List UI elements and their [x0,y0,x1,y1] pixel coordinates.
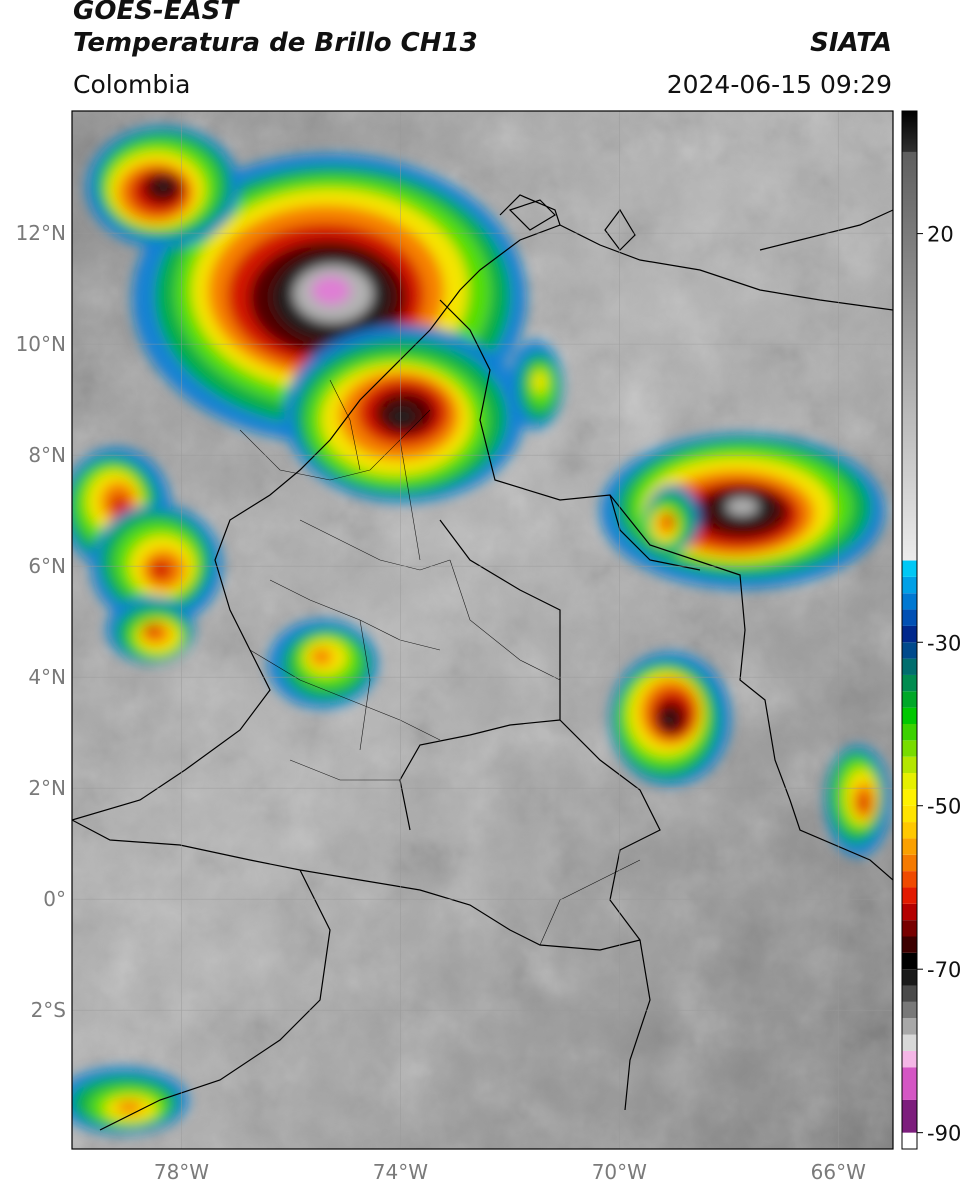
colorbar-frame [901,110,918,1150]
colorbar-segment [902,903,917,921]
colorbar-segment [902,838,917,855]
colorbar-segment [902,1067,917,1100]
colorbar [902,111,917,1149]
lon-tick-label: 70°W [592,1160,647,1184]
lat-tick-label: 6°N [28,554,66,578]
colorbar-segment [902,1099,917,1133]
satellite-image [72,111,893,1149]
lat-tick-label: 12°N [16,221,66,245]
storm-cell [825,745,891,857]
colorbar-segment [902,756,917,774]
storm-cell [600,433,885,589]
colorbar-segment [902,805,917,823]
colorbar-segment [902,969,917,986]
colorbar-segment [902,707,917,724]
colorbar-segment [902,822,917,839]
colorbar-segment [902,1132,917,1149]
colorbar-segment [902,871,917,888]
colorbar-segment [902,936,917,953]
longitude-ticks: 78°W 74°W 70°W 66°W [154,1160,866,1184]
colorbar-segment [902,952,917,970]
colorbar-segment [902,658,917,675]
colorbar-segment [902,674,917,692]
lat-tick-label: 4°N [28,665,66,689]
map-frame [71,110,894,1150]
storm-cell [610,652,731,786]
colorbar-segment [902,773,917,790]
department-borders [239,379,641,946]
lon-tick-label: 74°W [373,1160,428,1184]
colorbar-segment [902,111,917,152]
colorbar-segment [902,593,917,610]
storm-cell [72,447,172,570]
storm-cell [72,1067,189,1134]
colorbar-segment [902,740,917,757]
colorbar-segment [902,111,917,561]
colorbar-segment [902,560,917,577]
colorbar-segment [902,642,917,659]
colorbar-segment [902,609,917,626]
lat-tick-label: 10°N [16,332,66,356]
colorbar-segment [902,887,917,904]
lon-tick-label: 66°W [811,1160,866,1184]
colorbar-segment [902,920,917,937]
lat-tick-label: 2°N [28,776,66,800]
convective-clouds [72,125,891,1134]
colorbar-segment [902,691,917,708]
storm-cell [507,340,563,430]
storm-cell [90,504,223,627]
colorbar-tick-label: -30 [927,631,961,655]
colorbar-segment [902,854,917,872]
storm-cell [267,619,378,709]
lat-tick-label: 8°N [28,443,66,467]
lat-lon-gridlines [72,111,893,1149]
colorbar-segment [902,723,917,741]
region-label: Colombia [73,70,191,99]
colorbar-tick-label: -90 [927,1122,961,1146]
storm-cell [645,484,700,552]
colorbar-segment [902,576,917,594]
storm-cell [86,125,240,249]
storm-cell [283,324,525,503]
colorbar-segment [902,1050,917,1068]
colorbar-tick-label: 20 [927,223,954,247]
colorbar-segment [902,985,917,1002]
storm-cell [106,596,195,663]
colorbar-ticks: 20 -30 -50 -70 -90 [917,223,961,1146]
satellite-title: GOES-EAST [73,0,239,26]
product-title: Temperatura de Brillo CH13 [73,28,478,58]
colorbar-tick-label: -50 [927,795,961,819]
organization-label: SIATA [810,28,892,58]
lon-tick-label: 78°W [154,1160,209,1184]
colorbar-tick-label: -70 [927,958,961,982]
lat-tick-label: 0° [43,887,66,911]
colorbar-segment [902,1034,917,1051]
colorbar-segment [902,1018,917,1035]
colorbar-segment [902,1001,917,1019]
lat-tick-label: 2°S [31,998,66,1022]
colorbar-segment [902,625,917,643]
colorbar-segment [902,789,917,806]
datetime-label: 2024-06-15 09:29 [666,70,892,99]
storm-cell [132,153,527,443]
latitude-ticks: 12°N 10°N 8°N 6°N 4°N 2°N 0° 2°S [16,221,66,1022]
